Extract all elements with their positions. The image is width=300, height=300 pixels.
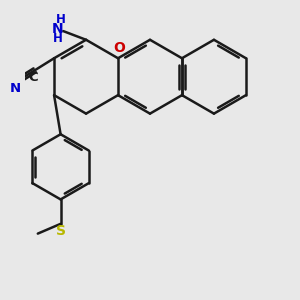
Text: C: C — [29, 71, 38, 84]
Text: N: N — [52, 22, 64, 36]
Text: H: H — [53, 32, 63, 45]
Text: O: O — [114, 41, 126, 56]
Text: H: H — [56, 13, 65, 26]
Text: N: N — [10, 82, 21, 95]
Text: S: S — [56, 224, 66, 239]
